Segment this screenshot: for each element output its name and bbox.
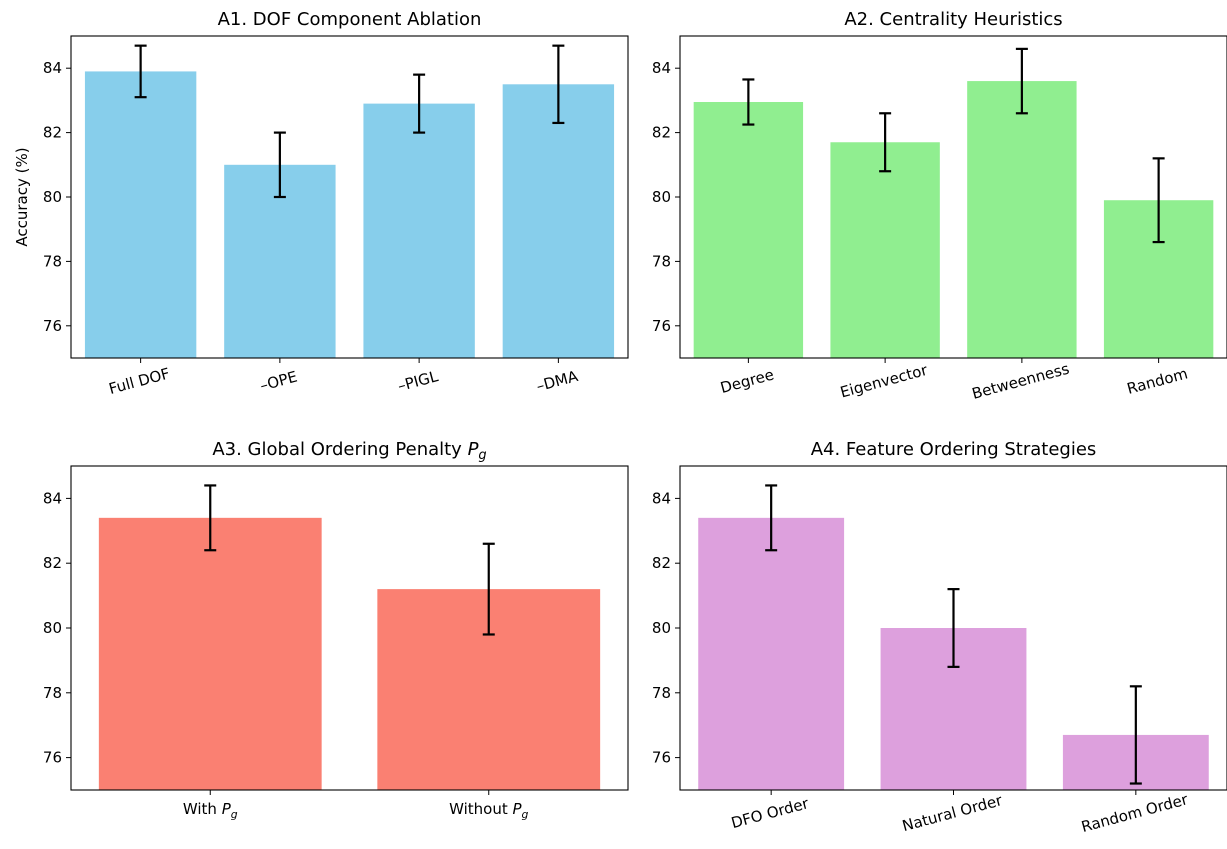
y-tick-label: 78 [652,684,671,702]
axes-frame [70,465,629,791]
chart-title: A3. Global Ordering Penalty Pg​ [212,439,486,463]
error-bar [413,73,426,134]
axes-frame [679,465,1227,791]
x-tick-label: Without Pg​ [449,800,528,821]
error-bar [765,484,778,552]
error-bar [742,78,755,126]
y-tick-label: 82 [652,554,671,572]
y-tick-label: 84 [43,489,62,507]
x-tick-label: With Pg​ [183,800,238,821]
x-tick-label: Natural Order [900,791,1005,835]
bar [84,71,197,359]
panel-a4: DFO Order Natural Order Random Order 76 78 80… [652,439,1227,836]
y-tick-label: 80 [652,619,671,637]
y-tick-label: 78 [652,252,671,270]
x-tick-label: Random Order [1079,790,1190,836]
y-tick-label: 80 [652,188,671,206]
panel-a2: Degree Eigenvector Betweenness Random 76 78 80… [652,9,1227,403]
bar [698,517,845,790]
x-tick-label: Eigenvector [838,361,930,402]
panel-a1: Full DOF –OPE –PIGL –DMA 76 78 80 82 84 A1. DOF C… [13,9,629,398]
error-bar [552,44,565,125]
y-tick-label: 84 [652,59,671,77]
bar [363,103,475,359]
error-bar [1129,685,1142,785]
y-tick-label: 84 [652,489,671,507]
bar [98,517,322,790]
error-bar [947,588,960,668]
error-bar [273,131,286,199]
x-tick-label: –OPE [258,368,299,395]
bar [502,84,615,359]
error-bar [879,112,892,173]
y-tick-label: 76 [652,317,671,335]
bar [830,142,940,358]
panel-a3: With Pg​ Without Pg​ 76 78 80 82 84 A3. Global … [43,439,629,821]
bar [693,102,804,358]
x-tick-label: Betweenness [970,359,1071,402]
y-tick-label: 82 [43,554,62,572]
y-tick-label: 80 [43,619,62,637]
x-tick-label: Full DOF [107,364,172,398]
x-tick-label: Random [1125,364,1190,397]
y-tick-label: 82 [43,124,62,142]
chart-title: A4. Feature Ordering Strategies [811,439,1097,460]
chart-title: A1. DOF Component Ablation [218,9,482,30]
bar [967,81,1077,358]
x-tick-label: DFO Order [729,794,811,832]
y-tick-label: 76 [43,749,62,767]
y-tick-label: 84 [43,59,62,77]
y-axis-label: Accuracy (%) [13,147,31,246]
x-tick-label: –DMA [534,367,580,396]
y-tick-label: 82 [652,124,671,142]
y-tick-label: 76 [652,749,671,767]
error-bar [204,484,217,552]
y-tick-label: 78 [43,252,62,270]
axes-frame [70,35,629,359]
x-tick-label: –PIGL [396,367,441,395]
y-tick-label: 76 [43,317,62,335]
chart-title: A2. Centrality Heuristics [844,9,1062,30]
error-bar [1152,157,1165,244]
axes-frame [679,35,1227,359]
error-bar [1015,47,1028,115]
y-tick-label: 80 [43,188,62,206]
y-tick-label: 78 [43,684,62,702]
x-tick-label: Degree [718,365,775,397]
error-bar [134,44,147,99]
error-bar [482,542,495,636]
